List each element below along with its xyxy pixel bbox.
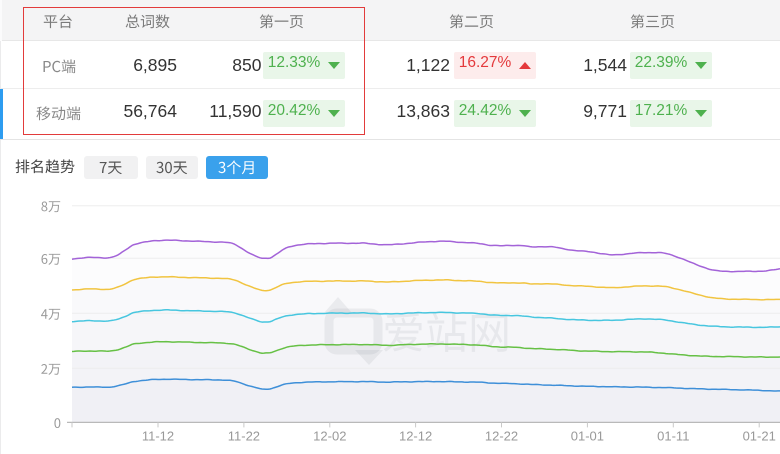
svg-text:12-12: 12-12 bbox=[399, 429, 432, 444]
svg-text:01-21: 01-21 bbox=[743, 429, 776, 444]
svg-text:01-01: 01-01 bbox=[571, 429, 604, 444]
svg-text:11-12: 11-12 bbox=[142, 429, 174, 444]
svg-text:12-22: 12-22 bbox=[485, 429, 518, 444]
svg-text:11-22: 11-22 bbox=[228, 429, 260, 444]
svg-text:01-11: 01-11 bbox=[657, 429, 689, 444]
svg-text:12-02: 12-02 bbox=[313, 429, 346, 444]
